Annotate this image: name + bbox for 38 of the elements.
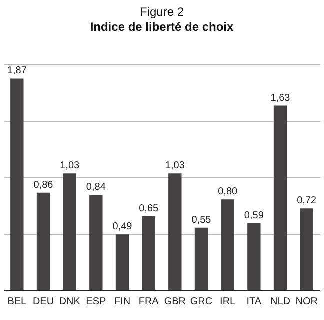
x-tick-label: IRL (220, 296, 236, 308)
data-label: 0,59 (244, 210, 264, 222)
x-tick-label: BEL (8, 296, 28, 308)
x-tick-label: GBR (164, 296, 186, 308)
data-label: 1,63 (270, 92, 291, 104)
bar (168, 174, 182, 290)
data-label: 0,49 (112, 222, 133, 233)
chart-subtitle: Indice de liberté de choix (90, 20, 234, 34)
bar (248, 223, 261, 290)
data-label: 1,03 (60, 160, 80, 172)
x-tick-label: NOR (296, 296, 318, 308)
data-label: 1,03 (165, 160, 186, 172)
bar (194, 228, 208, 290)
data-label: 0,80 (218, 186, 238, 198)
x-tick-label: DNK (59, 296, 81, 308)
bar (116, 234, 130, 290)
bar (90, 195, 103, 290)
data-label: 0,65 (139, 204, 159, 215)
bar (142, 216, 156, 290)
bar (36, 192, 50, 290)
x-tick-label: FRA (138, 296, 160, 308)
x-tick-label: ESP (86, 296, 106, 308)
x-tick-label: FIN (114, 296, 131, 308)
x-tick-label: ITA (246, 296, 262, 308)
x-tick-label: NLD (270, 296, 291, 308)
data-label: 0,55 (192, 214, 212, 226)
bar (300, 208, 314, 290)
x-tick-label: DEU (32, 296, 54, 308)
x-tick-label: GRC (190, 296, 213, 308)
chart-title: Figure 2 (140, 5, 184, 19)
data-label: 0,84 (86, 182, 106, 194)
data-label: 0,86 (34, 180, 54, 191)
bar (274, 106, 288, 290)
bar (221, 200, 234, 290)
data-label: 1,87 (7, 66, 28, 77)
data-label: 0,72 (297, 196, 317, 207)
bar (10, 78, 24, 290)
bar (63, 174, 76, 290)
